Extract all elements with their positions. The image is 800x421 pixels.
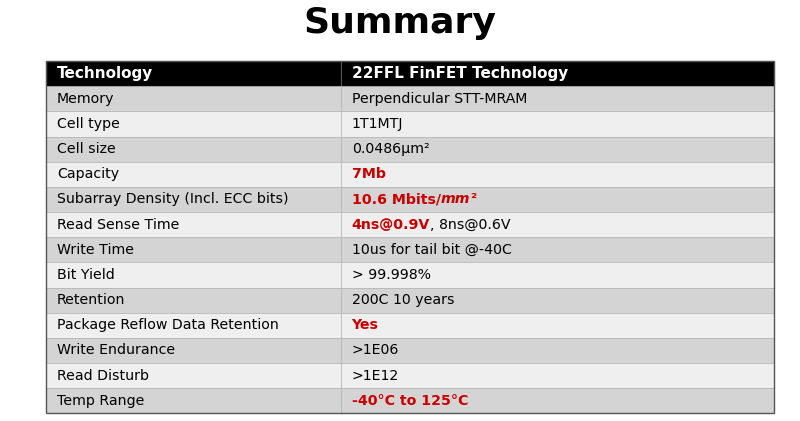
Bar (46, 288, 342, 313)
Text: Bit Yield: Bit Yield (57, 268, 114, 282)
Text: Read Sense Time: Read Sense Time (57, 218, 179, 232)
Text: Subarray Density (Incl. ECC bits): Subarray Density (Incl. ECC bits) (57, 192, 288, 206)
Bar (46, 61, 774, 413)
Bar (342, 363, 774, 388)
Bar (46, 237, 342, 262)
Bar (46, 162, 342, 187)
Bar (46, 212, 342, 237)
Bar (342, 338, 774, 363)
Bar (46, 86, 342, 112)
Bar (342, 237, 774, 262)
Bar (342, 388, 774, 413)
Bar (46, 338, 342, 363)
Text: Temp Range: Temp Range (57, 394, 144, 408)
Bar (342, 187, 774, 212)
Bar (342, 61, 774, 86)
Text: Retention: Retention (57, 293, 126, 307)
Text: >1E06: >1E06 (352, 344, 399, 357)
Text: Yes: Yes (352, 318, 378, 332)
Text: -40°C to 125°C: -40°C to 125°C (352, 394, 468, 408)
Bar (342, 262, 774, 288)
Text: 22FFL FinFET Technology: 22FFL FinFET Technology (352, 66, 568, 81)
Bar (342, 112, 774, 136)
Bar (46, 388, 342, 413)
Text: 1T1MTJ: 1T1MTJ (352, 117, 403, 131)
Text: 200C 10 years: 200C 10 years (352, 293, 454, 307)
Text: 7Mb: 7Mb (352, 167, 386, 181)
Text: >1E12: >1E12 (352, 369, 399, 383)
Text: 0.0486μm²: 0.0486μm² (352, 142, 430, 156)
Text: Perpendicular STT-MRAM: Perpendicular STT-MRAM (352, 92, 527, 106)
Bar (46, 313, 342, 338)
Bar (342, 212, 774, 237)
Bar (342, 162, 774, 187)
Text: Write Time: Write Time (57, 243, 134, 257)
Bar (46, 363, 342, 388)
Text: Read Disturb: Read Disturb (57, 369, 149, 383)
Bar (46, 136, 342, 162)
Text: Memory: Memory (57, 92, 114, 106)
Bar (342, 288, 774, 313)
Bar (46, 262, 342, 288)
Text: Technology: Technology (57, 66, 153, 81)
Bar (342, 136, 774, 162)
Text: Write Endurance: Write Endurance (57, 344, 175, 357)
Text: Package Reflow Data Retention: Package Reflow Data Retention (57, 318, 278, 332)
Text: Cell type: Cell type (57, 117, 120, 131)
Text: > 99.998%: > 99.998% (352, 268, 430, 282)
Text: 10us for tail bit @-40C: 10us for tail bit @-40C (352, 243, 511, 257)
Text: Capacity: Capacity (57, 167, 119, 181)
Text: 10.6 Mbits/: 10.6 Mbits/ (352, 192, 441, 206)
Bar (46, 112, 342, 136)
Bar (342, 313, 774, 338)
Text: mm: mm (441, 192, 470, 206)
Text: , 8ns@0.6V: , 8ns@0.6V (430, 218, 510, 232)
Text: Cell size: Cell size (57, 142, 115, 156)
Bar (46, 61, 342, 86)
Bar (342, 86, 774, 112)
Text: Summary: Summary (303, 6, 497, 40)
Bar (46, 187, 342, 212)
Text: ²: ² (470, 192, 476, 206)
Text: 4ns@0.9V: 4ns@0.9V (352, 218, 430, 232)
